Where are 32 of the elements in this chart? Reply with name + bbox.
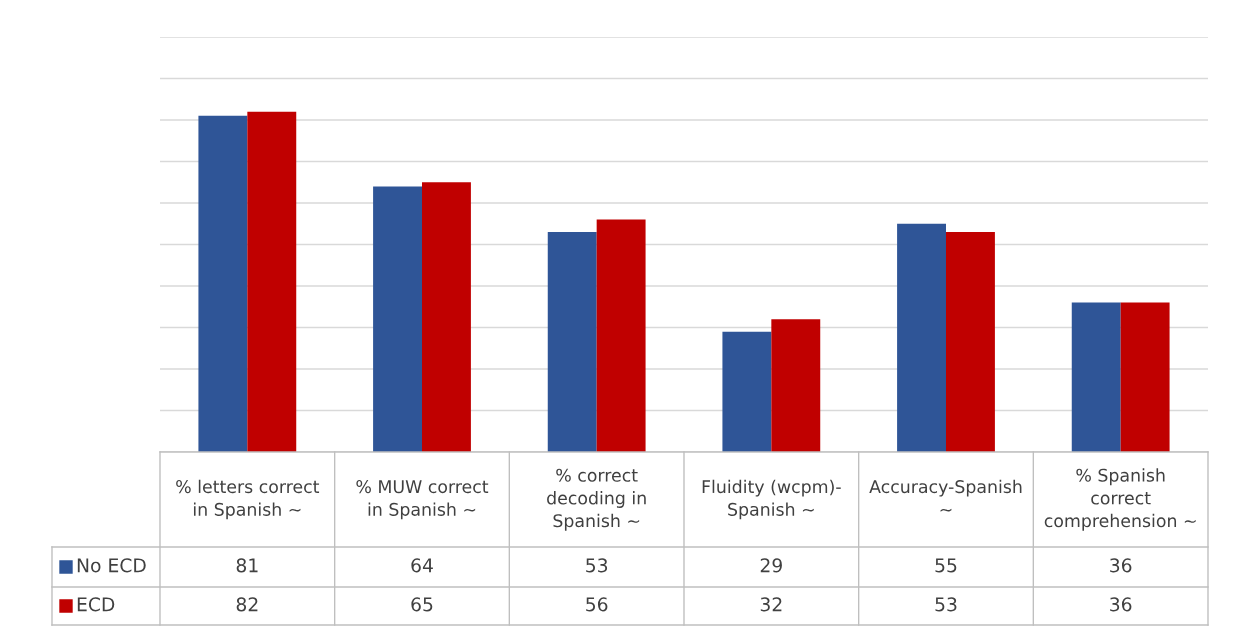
bar [547,232,597,452]
bar [422,182,471,452]
bar [1120,302,1170,452]
data-label: 65 [411,597,433,612]
data-label: 81 [236,558,258,573]
bar [596,219,646,452]
x-tick-label: Accuracy-Spanish ~ [869,479,1022,512]
data-label: 53 [935,597,957,612]
bar [198,115,248,452]
legend-label: ECD [77,597,115,612]
data-label: 64 [411,558,433,573]
x-tick-label: % letters correct in Spanish ~ [176,479,320,520]
bar [1071,302,1121,452]
data-label: 55 [935,558,957,573]
bar [247,111,297,452]
bar [771,319,821,452]
x-tick-label: Fluidity (wcpm)- Spanish ~ [702,479,841,520]
bar [946,232,995,452]
data-label: 53 [586,558,608,573]
data-label: 36 [1110,558,1132,573]
x-tick-label: % correct decoding in Spanish ~ [547,468,646,531]
data-label: 29 [760,558,782,573]
bar [897,223,946,452]
legend-label: No ECD [77,558,146,573]
data-label: 82 [236,597,258,612]
x-tick-label: % Spanish correct comprehension ~ [1044,468,1196,531]
x-tick-label: % MUW correct in Spanish ~ [356,480,489,520]
data-label: 56 [586,597,608,612]
bar [722,331,772,452]
data-label: 32 [760,597,782,612]
data-label: 36 [1110,597,1132,612]
bar [373,186,422,452]
